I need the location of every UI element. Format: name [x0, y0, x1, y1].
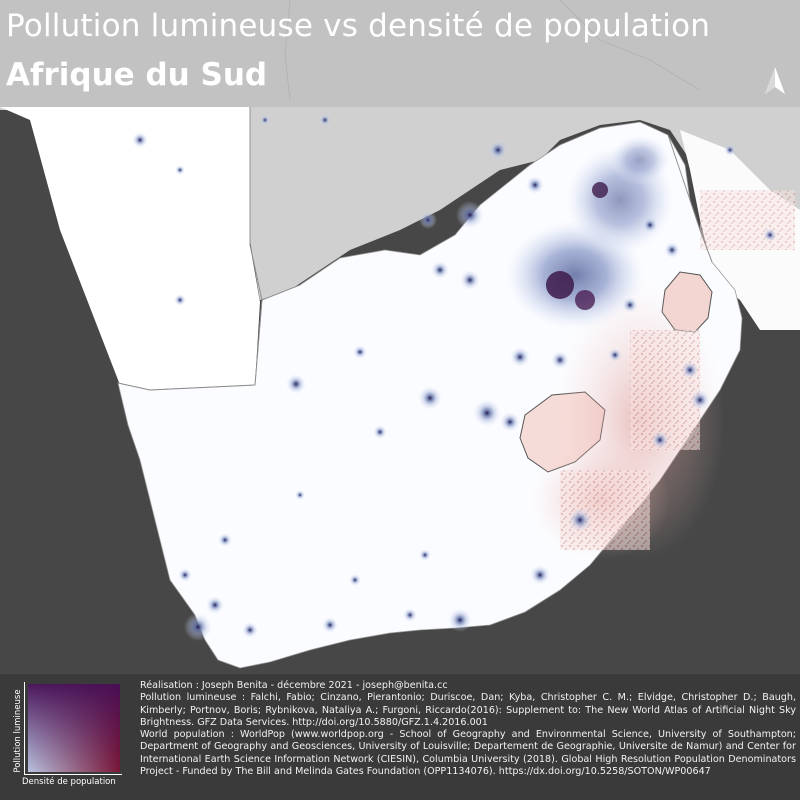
legend-y-axis [24, 682, 25, 774]
population-speckle-kzn [630, 330, 700, 450]
legend-x-label: Densité de population [22, 777, 116, 787]
north-arrow-icon [765, 67, 785, 94]
title-band [0, 0, 800, 107]
bivariate-legend: Densité de population Pollution lumineus… [6, 680, 132, 794]
legend-color-grid [28, 684, 120, 772]
city-lights [132, 114, 777, 641]
map-subtitle: Afrique du Sud [6, 57, 268, 93]
namibia-region [0, 107, 260, 390]
credit-population: World population : WorldPop (www.worldpo… [140, 729, 796, 778]
legend-y-label: Pollution lumineuse [13, 689, 23, 773]
population-speckle-moz [700, 190, 795, 250]
map-title: Pollution lumineuse vs densité de popula… [6, 8, 711, 44]
credit-pollution: Pollution lumineuse : Falchi, Fabio; Cin… [140, 692, 796, 728]
credit-realisation: Réalisation : Joseph Benita - décembre 2… [140, 680, 448, 691]
light-glow-limpopo [610, 135, 670, 185]
credits-block: Réalisation : Joseph Benita - décembre 2… [140, 680, 796, 778]
footer-panel [0, 674, 800, 800]
legend-x-axis [24, 774, 122, 775]
